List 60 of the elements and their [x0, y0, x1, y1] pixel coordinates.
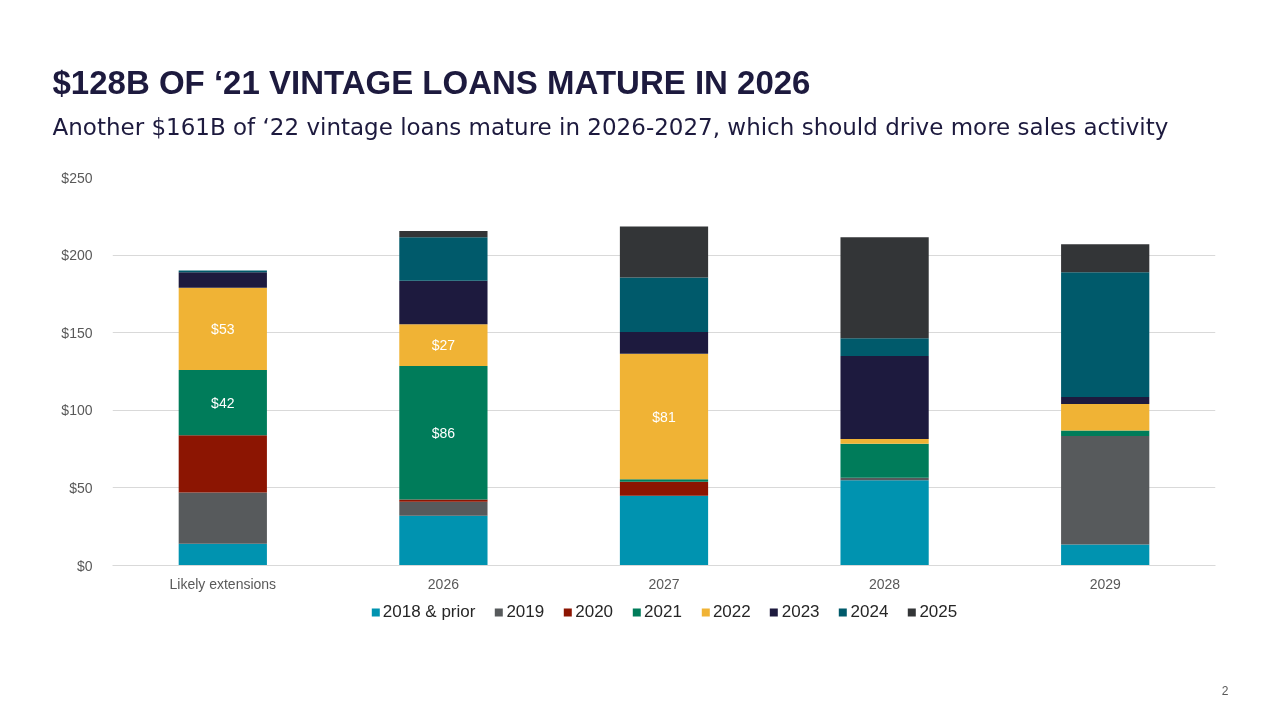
data-label: $53 — [211, 320, 235, 337]
bar — [840, 480, 929, 566]
bar — [399, 366, 488, 500]
bar — [840, 237, 929, 339]
bar — [840, 338, 929, 356]
bar — [619, 331, 709, 354]
bar — [619, 277, 709, 332]
legend-label: 2020 — [575, 602, 614, 622]
bar — [399, 280, 488, 325]
legend-label: 2025 — [919, 602, 958, 622]
bar — [1061, 272, 1150, 398]
bar — [1061, 430, 1150, 436]
y-tick-label: $250 — [61, 169, 93, 186]
y-tick-label: $0 — [76, 557, 93, 574]
bar — [399, 231, 488, 238]
bar — [399, 501, 488, 516]
bar — [178, 369, 267, 436]
chart-title: $128B OF ‘21 VINTAGE LOANS MATURE IN 2026 — [52, 63, 811, 101]
text: 2 — [1221, 683, 1229, 698]
bar — [619, 495, 709, 566]
data-label: $27 — [431, 337, 456, 354]
bar — [178, 492, 267, 544]
data-label: $42 — [211, 394, 235, 411]
chart-subtitle: Another $161B of ‘22 vintage loans mature in 2026-2027, which should drive more sales activity — [52, 114, 1169, 140]
x-tick-label: 2029 — [1089, 575, 1121, 592]
x-tick-label: 2028 — [869, 575, 901, 592]
bar — [178, 435, 267, 493]
x-tick-label: Likely extensions — [169, 575, 277, 592]
bar — [1061, 404, 1150, 431]
bar — [840, 439, 929, 444]
bar — [840, 355, 929, 440]
bar — [1061, 544, 1150, 566]
bar — [619, 481, 709, 496]
bar — [178, 287, 267, 370]
x-tick-label: 2026 — [427, 575, 460, 592]
bar — [1061, 397, 1150, 405]
y-tick-label: $150 — [61, 324, 93, 341]
bar — [840, 443, 929, 478]
legend-label: 2023 — [781, 602, 820, 622]
legend-label: 2018 & prior — [382, 602, 476, 622]
bar — [619, 226, 709, 278]
legend-label: 2022 — [712, 602, 751, 622]
y-tick-label: $100 — [61, 402, 93, 419]
y-tick-label: $50 — [69, 479, 93, 496]
legend-label: 2019 — [506, 602, 545, 622]
bar — [619, 479, 709, 482]
bar — [619, 353, 709, 480]
bar — [399, 515, 488, 566]
bar — [399, 237, 488, 281]
bar — [1061, 435, 1150, 545]
legend-label: 2024 — [850, 602, 889, 622]
bar — [1061, 244, 1150, 273]
bar — [399, 324, 488, 367]
data-label: $86 — [431, 424, 456, 441]
bar — [178, 543, 267, 566]
legend-label: 2021 — [644, 602, 682, 622]
x-tick-label: 2027 — [648, 575, 680, 592]
bar — [178, 272, 267, 288]
data-label: $81 — [652, 408, 676, 425]
y-tick-label: $200 — [61, 247, 93, 264]
